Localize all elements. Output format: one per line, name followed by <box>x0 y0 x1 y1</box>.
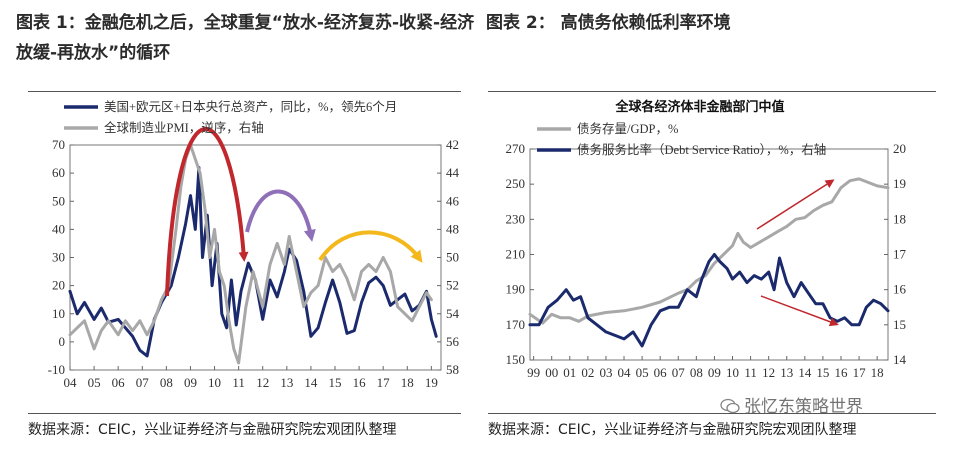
y-right-tick-label: 42 <box>446 137 459 152</box>
x-tick-label: 10 <box>726 365 739 380</box>
watermark: 张忆东策略世界 <box>720 392 863 417</box>
y-left-tick-label: 230 <box>506 211 526 226</box>
y-left-tick-label: 150 <box>506 352 526 367</box>
x-tick-label: 07 <box>136 375 150 390</box>
chart2-title: 图表 2： 高债务依赖低利率环境 <box>486 13 731 33</box>
y-right-tick-label: 14 <box>893 352 907 367</box>
legend-label-1: 美国+欧元区+日本央行总资产，同比，%，领先6个月 <box>104 100 397 114</box>
y-left-tick-label: 190 <box>506 282 526 297</box>
x-tick-label: 18 <box>871 365 884 380</box>
y-left-tick-label: 250 <box>506 176 526 191</box>
y-left-tick-label: 270 <box>506 141 526 156</box>
series-line-1 <box>68 166 438 358</box>
x-tick-label: 19 <box>425 375 438 390</box>
x-tick-label: 99 <box>527 365 540 380</box>
x-tick-label: 11 <box>744 365 757 380</box>
chart2-bottom-rule <box>488 413 936 414</box>
y-left-tick-label: 0 <box>59 334 66 349</box>
x-tick-label: 15 <box>329 375 342 390</box>
x-tick-label: 04 <box>64 375 78 390</box>
y-right-tick-label: 52 <box>446 278 459 293</box>
chart1-title: 图表 1：金融危机之后，全球重复“放水-经济复苏-收紧-经济放缓-再放水”的循环 <box>16 13 475 63</box>
chart1-source: 数据来源：CEIC，兴业证券经济与金融研究院宏观团队整理 <box>28 422 397 438</box>
x-tick-label: 13 <box>780 365 793 380</box>
y-right-tick-label: 18 <box>893 211 906 226</box>
series-line-2 <box>68 143 433 365</box>
x-tick-label: 16 <box>353 375 367 390</box>
chart2-top-rule <box>488 91 936 92</box>
x-tick-label: 08 <box>690 365 703 380</box>
y-right-tick-label: 48 <box>446 221 459 236</box>
x-tick-label: 01 <box>563 365 576 380</box>
chart1-bottom-rule <box>28 413 461 414</box>
y-right-tick-label: 46 <box>446 193 460 208</box>
plot-frame <box>529 148 889 361</box>
legend-label-2: 全球制造业PMI，逆序，右轴 <box>104 120 264 135</box>
x-tick-label: 12 <box>256 375 269 390</box>
x-tick-label: 07 <box>672 365 686 380</box>
y-left-tick-label: 10 <box>52 306 65 321</box>
chart2-source: 数据来源：CEIC，兴业证券经济与金融研究院宏观团队整理 <box>488 422 857 438</box>
x-tick-label: 09 <box>708 365 721 380</box>
y-right-tick-label: 56 <box>446 334 460 349</box>
red-cycle-arrow <box>165 127 249 297</box>
y-left-tick-label: 40 <box>52 221 65 236</box>
y-right-tick-label: 19 <box>893 176 906 191</box>
series-line-1 <box>528 177 890 325</box>
y-left-tick-label: 70 <box>52 137 65 152</box>
x-tick-label: 18 <box>401 375 414 390</box>
x-tick-label: 10 <box>208 375 221 390</box>
x-tick-label: 11 <box>232 375 245 390</box>
x-tick-label: 17 <box>377 375 391 390</box>
y-right-tick-label: 54 <box>446 306 460 321</box>
x-tick-label: 02 <box>581 365 594 380</box>
y-right-tick-label: 20 <box>893 141 906 156</box>
y-left-tick-label: 60 <box>52 165 65 180</box>
x-tick-label: 16 <box>834 365 848 380</box>
y-left-tick-label: -10 <box>48 362 65 377</box>
legend-label-1: 债务存量/GDP，% <box>577 121 678 136</box>
chart2-panel-title: 全球各经济体非金融部门中值 <box>614 99 784 115</box>
y-right-tick-label: 16 <box>893 282 907 297</box>
purple-cycle-arrow <box>245 189 316 242</box>
x-tick-label: 00 <box>545 365 558 380</box>
y-right-tick-label: 15 <box>893 317 906 332</box>
x-tick-label: 13 <box>280 375 293 390</box>
x-tick-label: 08 <box>160 375 173 390</box>
yellow-cycle-arrow <box>318 230 423 263</box>
chart1-top-rule <box>28 91 461 92</box>
y-left-tick-label: 50 <box>52 193 65 208</box>
lower-trend-arrow <box>760 295 839 327</box>
wechat-icon <box>720 398 740 414</box>
x-tick-label: 17 <box>853 365 867 380</box>
x-tick-label: 04 <box>618 365 632 380</box>
plot-frame <box>69 144 442 371</box>
y-left-tick-label: 30 <box>52 250 65 265</box>
legend-label-2: 债务服务比率（Debt Service Ratio），%，右轴 <box>577 142 826 157</box>
x-tick-label: 12 <box>762 365 775 380</box>
x-tick-label: 05 <box>636 365 649 380</box>
x-tick-label: 06 <box>654 365 668 380</box>
y-right-tick-label: 58 <box>446 362 459 377</box>
x-tick-label: 09 <box>184 375 197 390</box>
x-tick-label: 06 <box>112 375 126 390</box>
y-left-tick-label: 170 <box>506 317 526 332</box>
y-right-tick-label: 50 <box>446 250 459 265</box>
x-tick-label: 14 <box>304 375 318 390</box>
y-left-tick-label: 210 <box>506 247 526 262</box>
x-tick-label: 14 <box>798 365 812 380</box>
x-tick-label: 15 <box>816 365 829 380</box>
x-tick-label: 05 <box>88 375 101 390</box>
upper-trend-arrow <box>756 179 835 230</box>
y-right-tick-label: 17 <box>893 247 907 262</box>
y-left-tick-label: 20 <box>52 278 65 293</box>
x-tick-label: 03 <box>599 365 612 380</box>
watermark-text: 张忆东策略世界 <box>744 397 863 417</box>
y-right-tick-label: 44 <box>446 165 460 180</box>
